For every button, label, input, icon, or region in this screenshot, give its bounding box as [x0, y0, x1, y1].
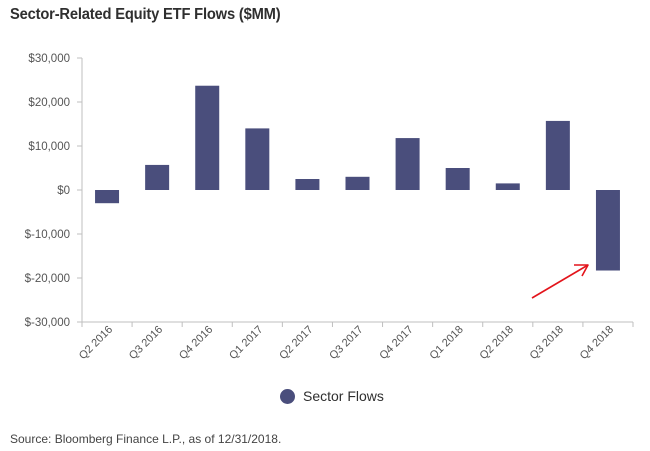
x-tick-label: Q3 2018 — [528, 324, 566, 362]
y-tick-label: $30,000 — [28, 53, 70, 65]
x-tick-label: Q2 2017 — [277, 324, 315, 362]
y-tick-label: $0 — [57, 185, 70, 197]
x-tick-label: Q4 2018 — [578, 324, 616, 362]
legend: Sector Flows — [280, 388, 384, 404]
y-tick-label: $-20,000 — [25, 273, 70, 285]
bar — [395, 138, 420, 190]
x-tick-label: Q1 2018 — [427, 324, 465, 362]
bar — [495, 183, 520, 190]
bars — [95, 85, 620, 271]
y-tick-label: $-30,000 — [25, 317, 70, 329]
arrow-shaft — [531, 264, 589, 299]
x-axis — [81, 321, 634, 327]
y-tick-label: $20,000 — [28, 97, 70, 109]
x-tick-label: Q4 2017 — [377, 324, 415, 362]
bar — [295, 179, 320, 190]
annotation-arrow — [531, 264, 589, 299]
legend-label: Sector Flows — [303, 388, 384, 404]
x-tick-label: Q2 2016 — [77, 324, 115, 362]
x-tick-labels: Q2 2016 Q3 2016 Q4 2016 Q1 2017 Q2 2017 Q3 20… — [77, 324, 616, 362]
y-tick-label: $10,000 — [28, 141, 70, 153]
arrow-head — [574, 264, 589, 277]
x-tick-label: Q1 2017 — [227, 324, 265, 362]
bar — [195, 85, 220, 190]
source-note: Source: Bloomberg Finance L.P., as of 12… — [10, 432, 282, 446]
y-axis — [77, 57, 83, 323]
bar — [545, 120, 570, 190]
bar — [95, 190, 120, 204]
bar — [145, 164, 170, 190]
y-tick-label: $-10,000 — [25, 229, 70, 241]
bar — [245, 128, 270, 190]
bar — [345, 176, 370, 190]
x-tick-label: Q2 2018 — [478, 324, 516, 362]
x-tick-label: Q3 2017 — [327, 324, 365, 362]
bar — [445, 168, 470, 190]
x-tick-label: Q4 2016 — [177, 324, 215, 362]
x-tick-label: Q3 2016 — [127, 324, 165, 362]
bar-chart: $-30,000 $-20,000 $-10,000 $0 $10,000 $20,000… — [25, 53, 634, 362]
y-tick-labels: $-30,000 $-20,000 $-10,000 $0 $10,000 $20,000… — [25, 53, 70, 329]
bar — [595, 190, 620, 271]
chart-title: Sector-Related Equity ETF Flows ($MM) — [10, 6, 281, 23]
legend-swatch — [280, 388, 295, 404]
